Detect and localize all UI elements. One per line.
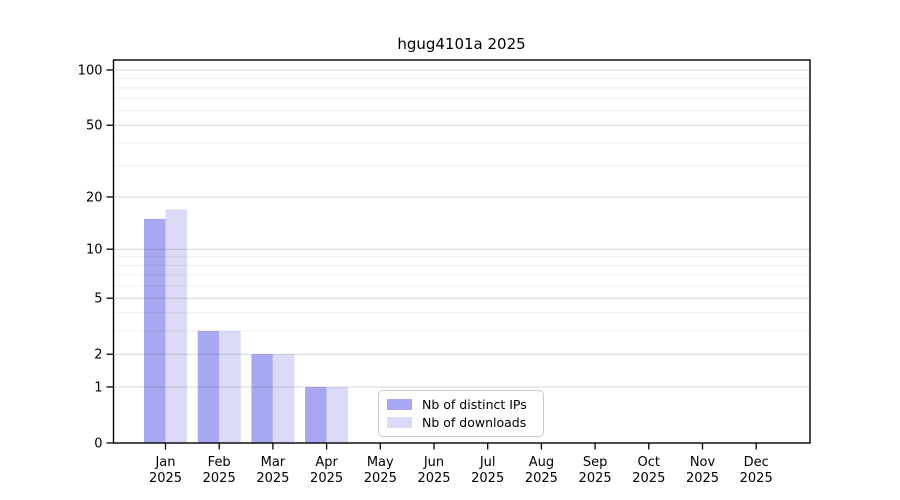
bar-distinct-ips-jan bbox=[144, 218, 166, 443]
legend-item-downloads: Nb of downloads bbox=[387, 414, 539, 430]
bar-downloads-mar bbox=[272, 354, 295, 443]
x-tick-label-month: Apr bbox=[315, 455, 338, 470]
plot-border bbox=[112, 59, 811, 444]
x-tick-label-month: Mar bbox=[261, 455, 286, 470]
x-tick-label-month: Jan bbox=[154, 455, 175, 470]
x-tick-label-month: Jul bbox=[479, 455, 496, 470]
bar-downloads-jan bbox=[165, 209, 187, 443]
x-tick-label-year: 2025 bbox=[149, 471, 182, 486]
x-tick-label-year: 2025 bbox=[203, 471, 236, 486]
x-tick-label-year: 2025 bbox=[740, 471, 773, 486]
legend-swatch-downloads bbox=[387, 416, 412, 428]
bar-distinct-ips-apr bbox=[305, 386, 327, 443]
y-tick-label: 0 bbox=[94, 437, 102, 452]
x-tick-label-month: Aug bbox=[529, 455, 554, 470]
x-tick-label-year: 2025 bbox=[256, 471, 289, 486]
x-tick-label-month: Jun bbox=[423, 455, 444, 470]
x-tick-label-month: Dec bbox=[744, 455, 769, 470]
legend-label-downloads: Nb of downloads bbox=[422, 414, 527, 430]
x-tick-label-month: Oct bbox=[638, 455, 660, 470]
y-tick-label: 5 bbox=[94, 292, 102, 307]
legend-label-distinct-ips: Nb of distinct IPs bbox=[422, 396, 527, 412]
y-tick-label: 1 bbox=[94, 380, 102, 395]
bar-distinct-ips-mar bbox=[251, 354, 273, 443]
x-tick-label-year: 2025 bbox=[525, 471, 558, 486]
bar-downloads-feb bbox=[219, 330, 241, 443]
y-tick-label: 10 bbox=[86, 243, 103, 258]
chart-title: hgug4101a 2025 bbox=[397, 35, 526, 53]
x-tick-label-year: 2025 bbox=[686, 471, 719, 486]
y-tick-label: 100 bbox=[78, 64, 103, 79]
x-tick-label-month: May bbox=[367, 455, 394, 470]
bar-downloads-apr bbox=[326, 386, 349, 443]
legend: Nb of distinct IPs Nb of downloads bbox=[378, 390, 544, 437]
x-tick-label-year: 2025 bbox=[632, 471, 665, 486]
x-tick-label-month: Sep bbox=[583, 455, 608, 470]
legend-item-distinct-ips: Nb of distinct IPs bbox=[387, 396, 539, 412]
y-tick-label: 2 bbox=[94, 348, 102, 363]
x-tick-label-month: Nov bbox=[690, 455, 716, 470]
bar-distinct-ips-feb bbox=[197, 330, 220, 443]
x-tick-label-year: 2025 bbox=[471, 471, 504, 486]
legend-swatch-distinct-ips bbox=[387, 399, 412, 411]
y-tick-label: 50 bbox=[86, 119, 103, 134]
x-tick-label-month: Feb bbox=[208, 455, 231, 470]
y-tick-label: 20 bbox=[86, 190, 103, 205]
x-tick-label-year: 2025 bbox=[310, 471, 343, 486]
x-tick-label-year: 2025 bbox=[579, 471, 612, 486]
x-tick-label-year: 2025 bbox=[417, 471, 450, 486]
x-tick-label-year: 2025 bbox=[364, 471, 397, 486]
